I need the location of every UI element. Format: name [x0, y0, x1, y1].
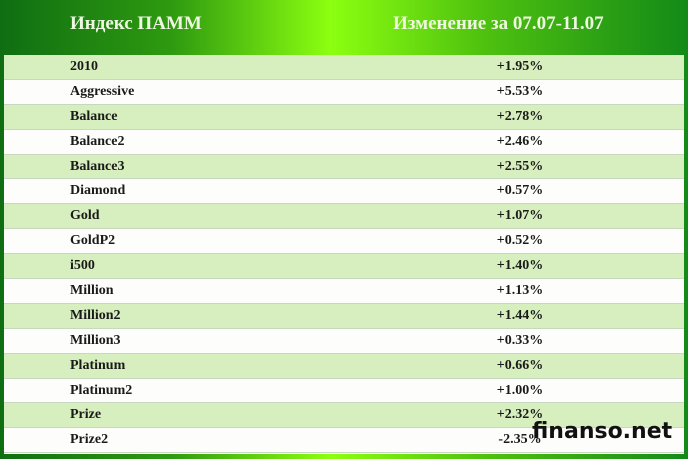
pamm-table: 2010 +1.95% Aggressive +5.53% Balance +2.78% B…: [4, 55, 684, 454]
header-change: Изменение за 07.07-11.07: [393, 13, 604, 34]
index-name: Million2: [70, 307, 121, 323]
index-name: Platinum: [70, 357, 126, 373]
index-name: Balance3: [70, 158, 125, 174]
index-name: Million: [70, 283, 114, 299]
index-name: Million3: [70, 332, 121, 348]
change-value: +1.00%: [496, 382, 544, 398]
change-value: +2.46%: [496, 133, 544, 149]
index-name: Aggressive: [70, 83, 135, 99]
change-value: +5.53%: [496, 83, 544, 99]
table-row: Aggressive +5.53%: [4, 79, 684, 105]
table-row: Balance3 +2.55%: [4, 154, 684, 180]
table-row: Platinum +0.66%: [4, 353, 684, 379]
index-name: Gold: [70, 208, 100, 224]
change-value: +2.32%: [496, 407, 544, 423]
change-value: +0.66%: [496, 357, 544, 373]
table-row: Prize2 -2.35%: [4, 428, 684, 454]
table-row: i500 +1.40%: [4, 254, 684, 280]
table-row: Balance +2.78%: [4, 104, 684, 130]
table-row: Diamond +0.57%: [4, 179, 684, 205]
change-value: +1.95%: [496, 59, 544, 74]
change-value: +2.55%: [496, 158, 544, 174]
table-row: Million2 +1.44%: [4, 303, 684, 329]
index-name: Diamond: [70, 183, 126, 199]
change-value: -2.35%: [498, 432, 542, 448]
index-name: Balance: [70, 108, 118, 124]
table-row: GoldP2 +0.52%: [4, 229, 684, 255]
change-value: +1.40%: [496, 258, 544, 274]
index-name: Prize: [70, 407, 102, 423]
table-row: Prize +2.32%: [4, 403, 684, 429]
index-name: 2010: [70, 59, 98, 74]
change-value: +0.52%: [496, 233, 544, 249]
change-value: +0.57%: [496, 183, 544, 199]
header-index: Индекс ПАММ: [70, 13, 202, 34]
index-name: Platinum2: [70, 382, 133, 398]
table-row: Million +1.13%: [4, 279, 684, 304]
index-name: Prize2: [70, 432, 109, 448]
table-row: 2010 +1.95%: [4, 55, 684, 80]
change-value: +0.33%: [496, 332, 544, 348]
change-value: +1.44%: [496, 307, 544, 323]
index-name: i500: [70, 258, 95, 274]
table-row: Million3 +0.33%: [4, 328, 684, 354]
change-value: +2.78%: [496, 108, 544, 124]
index-name: Balance2: [70, 133, 125, 149]
index-name: GoldP2: [70, 233, 116, 249]
table-row: Platinum2 +1.00%: [4, 378, 684, 404]
table-header: Индекс ПАММ Изменение за 07.07-11.07: [0, 0, 688, 52]
table-row: Gold +1.07%: [4, 204, 684, 230]
change-value: +1.07%: [496, 208, 544, 224]
table-row: Balance2 +2.46%: [4, 129, 684, 155]
watermark: finanso.net: [532, 419, 673, 444]
change-value: +1.13%: [496, 283, 544, 299]
